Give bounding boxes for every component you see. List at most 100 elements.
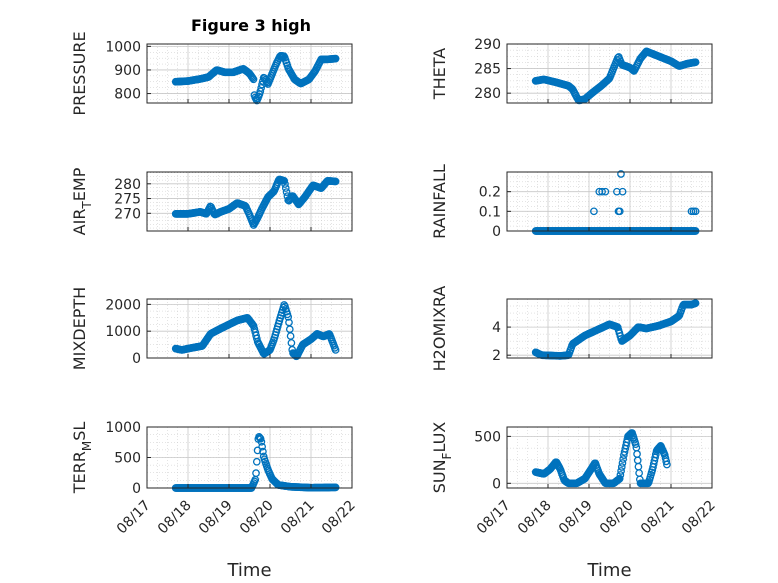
data-point: [691, 299, 700, 308]
x-tick-label: 08/22: [679, 497, 719, 537]
y-tick-label: 500: [114, 451, 141, 467]
y-axis-label: THETA: [430, 48, 449, 100]
y-tick-label: 1000: [105, 420, 141, 436]
series-markers: [531, 299, 700, 360]
data-point: [331, 346, 340, 354]
y-tick-label: 275: [114, 192, 141, 208]
axes-box: [146, 43, 353, 104]
data-point: [252, 457, 261, 466]
y-tick-label: 285: [474, 62, 501, 78]
data-point: [617, 170, 625, 178]
data-point: [269, 188, 277, 197]
data-point: [618, 187, 627, 196]
data-point: [257, 84, 265, 92]
x-tick-label: 08/20: [237, 497, 277, 537]
data-point: [613, 187, 621, 196]
subplot-8: 0 500 08/17 08/18 08/19 08/20 08/21 08/22 Time SU…: [430, 422, 719, 581]
y-axis-label: AIRTEMP: [70, 167, 94, 235]
data-point: [662, 457, 671, 466]
data-point: [635, 469, 643, 477]
subplot-6: 2 4 H2OMIXRA: [430, 286, 713, 372]
data-point: [331, 483, 340, 492]
data-point: [280, 176, 289, 185]
axes-box: [146, 171, 353, 232]
data-point: [691, 207, 700, 216]
data-point: [601, 187, 610, 196]
x-tick-label: 08/19: [196, 497, 236, 537]
y-axis-label: MIXDEPTH: [70, 287, 89, 370]
y-axis-label: RAINFALL: [430, 164, 449, 239]
y-tick-label: 1000: [105, 324, 141, 340]
y-tick-label: 0: [492, 224, 501, 240]
axes-box: [146, 298, 353, 359]
data-point: [331, 177, 340, 186]
x-tick-label: 08/17: [114, 497, 154, 537]
data-point: [256, 434, 265, 443]
x-tick-label: 08/17: [474, 497, 514, 537]
data-point: [633, 450, 641, 458]
axes-box: [506, 43, 713, 104]
data-point: [691, 58, 700, 67]
series-markers: [531, 170, 700, 235]
y-tick-label: 500: [474, 429, 501, 445]
series-markers: [531, 47, 700, 105]
data-point: [331, 54, 340, 63]
data-point: [617, 463, 626, 471]
y-axis-label: H2OMIXRA: [430, 286, 449, 372]
data-point: [634, 462, 643, 471]
data-point: [633, 456, 642, 465]
data-point: [287, 339, 296, 347]
data-point: [256, 433, 264, 442]
x-axis-label: Time: [226, 560, 271, 581]
data-point: [284, 313, 293, 321]
data-point: [618, 459, 627, 467]
figure-title: Figure 3 high: [191, 16, 311, 35]
data-point: [258, 442, 267, 451]
y-tick-label: 290: [474, 37, 501, 53]
series-markers: [171, 175, 340, 229]
subplot-5: 0 1000 2000 MIXDEPTH: [70, 287, 353, 370]
y-axis-label: TERRMSL: [70, 422, 94, 495]
data-point: [598, 187, 606, 196]
y-tick-label: 280: [474, 86, 501, 102]
data-point: [663, 460, 671, 469]
data-point: [616, 471, 625, 479]
y-tick-label: 0: [132, 481, 141, 497]
data-point: [615, 474, 624, 483]
x-tick-label: 08/20: [597, 497, 637, 537]
data-point: [257, 437, 266, 446]
data-point: [615, 207, 624, 216]
y-tick-label: 0.2: [479, 185, 501, 201]
y-axis-label: SUNFLUX: [430, 422, 454, 494]
data-point: [281, 184, 290, 192]
data-point: [253, 334, 261, 343]
subplot-4: 0 0.1 0.2 RAINFALL: [430, 164, 713, 240]
data-point: [249, 75, 258, 84]
y-tick-label: 280: [114, 177, 141, 193]
axes-box: [506, 426, 713, 489]
series-markers: [171, 301, 340, 361]
y-tick-label: 4: [492, 320, 501, 336]
x-tick-label: 08/19: [556, 497, 596, 537]
data-point: [631, 440, 640, 449]
data-point: [282, 188, 291, 196]
x-tick-label: 08/21: [638, 497, 678, 537]
data-point: [252, 469, 260, 478]
subplot-7: 0 500 1000 08/17 08/18 08/19 08/20 08/21 08/22 Ti…: [70, 420, 359, 581]
x-tick-label: 08/18: [515, 497, 555, 537]
subplot-1: 800 900 1000 PRESSURE: [70, 31, 353, 116]
subplot-2: 280 285 290 THETA: [430, 37, 713, 105]
y-tick-label: 270: [114, 206, 141, 222]
y-tick-label: 0: [492, 476, 501, 492]
y-tick-label: 1000: [105, 39, 141, 55]
data-point: [259, 447, 267, 456]
data-point: [281, 180, 289, 188]
y-tick-label: 900: [114, 63, 141, 79]
data-point: [256, 87, 265, 96]
x-tick-label: 08/21: [278, 497, 318, 537]
x-axis-label: Time: [586, 560, 631, 581]
x-tick-label: 08/18: [155, 497, 195, 537]
data-point: [253, 446, 262, 455]
